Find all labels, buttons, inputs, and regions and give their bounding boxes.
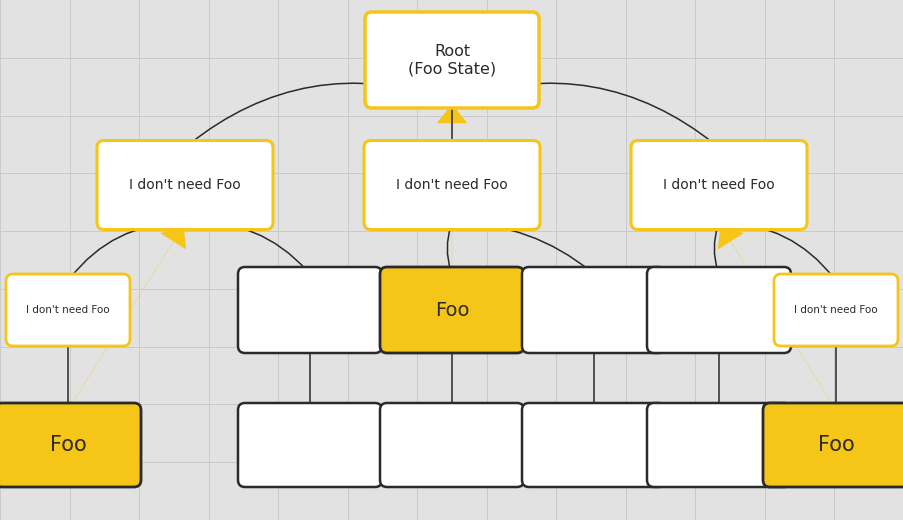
FancyArrowPatch shape: [713, 225, 717, 270]
FancyBboxPatch shape: [237, 403, 382, 487]
FancyBboxPatch shape: [521, 267, 666, 353]
Text: I don't need Foo: I don't need Foo: [129, 178, 240, 192]
Text: Foo: Foo: [50, 435, 87, 455]
FancyArrowPatch shape: [70, 223, 182, 278]
Text: Root
(Foo State): Root (Foo State): [407, 44, 496, 76]
FancyArrowPatch shape: [188, 222, 307, 271]
FancyArrowPatch shape: [717, 225, 833, 408]
FancyBboxPatch shape: [6, 274, 130, 346]
FancyBboxPatch shape: [521, 403, 666, 487]
Text: Foo: Foo: [816, 435, 853, 455]
Text: I don't need Foo: I don't need Foo: [396, 178, 507, 192]
FancyBboxPatch shape: [647, 267, 790, 353]
FancyBboxPatch shape: [379, 267, 524, 353]
FancyBboxPatch shape: [365, 12, 538, 108]
Text: I don't need Foo: I don't need Foo: [663, 178, 774, 192]
Text: I don't need Foo: I don't need Foo: [26, 305, 109, 315]
FancyArrowPatch shape: [70, 225, 186, 408]
FancyBboxPatch shape: [647, 403, 790, 487]
FancyBboxPatch shape: [237, 267, 382, 353]
Text: I don't need Foo: I don't need Foo: [794, 305, 877, 315]
FancyBboxPatch shape: [0, 403, 141, 487]
Text: Foo: Foo: [434, 301, 469, 319]
FancyBboxPatch shape: [762, 403, 903, 487]
FancyBboxPatch shape: [364, 140, 539, 229]
FancyArrowPatch shape: [721, 223, 833, 278]
FancyArrowPatch shape: [454, 223, 591, 271]
FancyArrowPatch shape: [188, 83, 449, 145]
FancyBboxPatch shape: [97, 140, 273, 229]
FancyArrowPatch shape: [447, 225, 451, 270]
FancyArrowPatch shape: [436, 104, 467, 271]
FancyBboxPatch shape: [630, 140, 806, 229]
FancyBboxPatch shape: [773, 274, 897, 346]
FancyArrowPatch shape: [454, 83, 715, 145]
FancyBboxPatch shape: [379, 403, 524, 487]
